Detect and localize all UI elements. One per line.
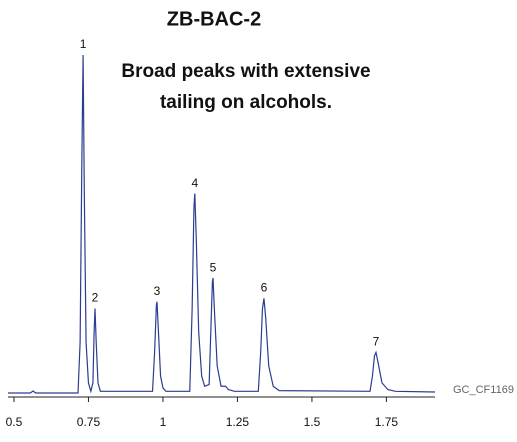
peak-label: 6 (261, 281, 268, 295)
x-tick-label: 1 (160, 415, 167, 429)
footnote: GC_CF1169 (453, 384, 514, 396)
peak-label: 3 (154, 284, 161, 298)
x-tick-label: 1.75 (375, 415, 399, 429)
peak-label: 5 (210, 260, 217, 274)
subtitle: tailing on alcohols. (160, 92, 332, 113)
x-tick-label: 1.5 (304, 415, 321, 429)
subtitle: Broad peaks with extensive (121, 61, 370, 82)
chromatogram-line (8, 54, 436, 394)
chart-title: ZB-BAC-2 (167, 8, 261, 30)
peak-label: 7 (373, 335, 380, 349)
peak-label: 2 (92, 291, 99, 305)
peak-label: 4 (191, 176, 198, 190)
x-tick-label: 0.75 (77, 415, 101, 429)
x-tick-label: 1.25 (226, 415, 250, 429)
peak-label: 1 (80, 37, 87, 51)
x-tick-label: 0.5 (6, 415, 23, 429)
